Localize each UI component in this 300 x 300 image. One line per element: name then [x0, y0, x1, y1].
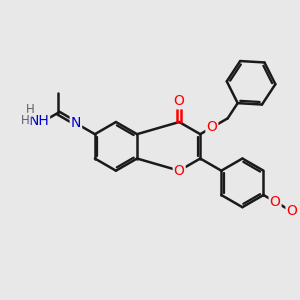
Text: N: N: [71, 116, 81, 130]
Text: O: O: [270, 195, 280, 209]
Text: O: O: [174, 164, 184, 178]
Text: O: O: [286, 205, 297, 218]
Text: H: H: [21, 114, 30, 127]
Text: H: H: [26, 103, 34, 116]
Text: NH: NH: [28, 114, 49, 128]
Text: O: O: [206, 121, 217, 134]
Text: O: O: [174, 94, 184, 108]
